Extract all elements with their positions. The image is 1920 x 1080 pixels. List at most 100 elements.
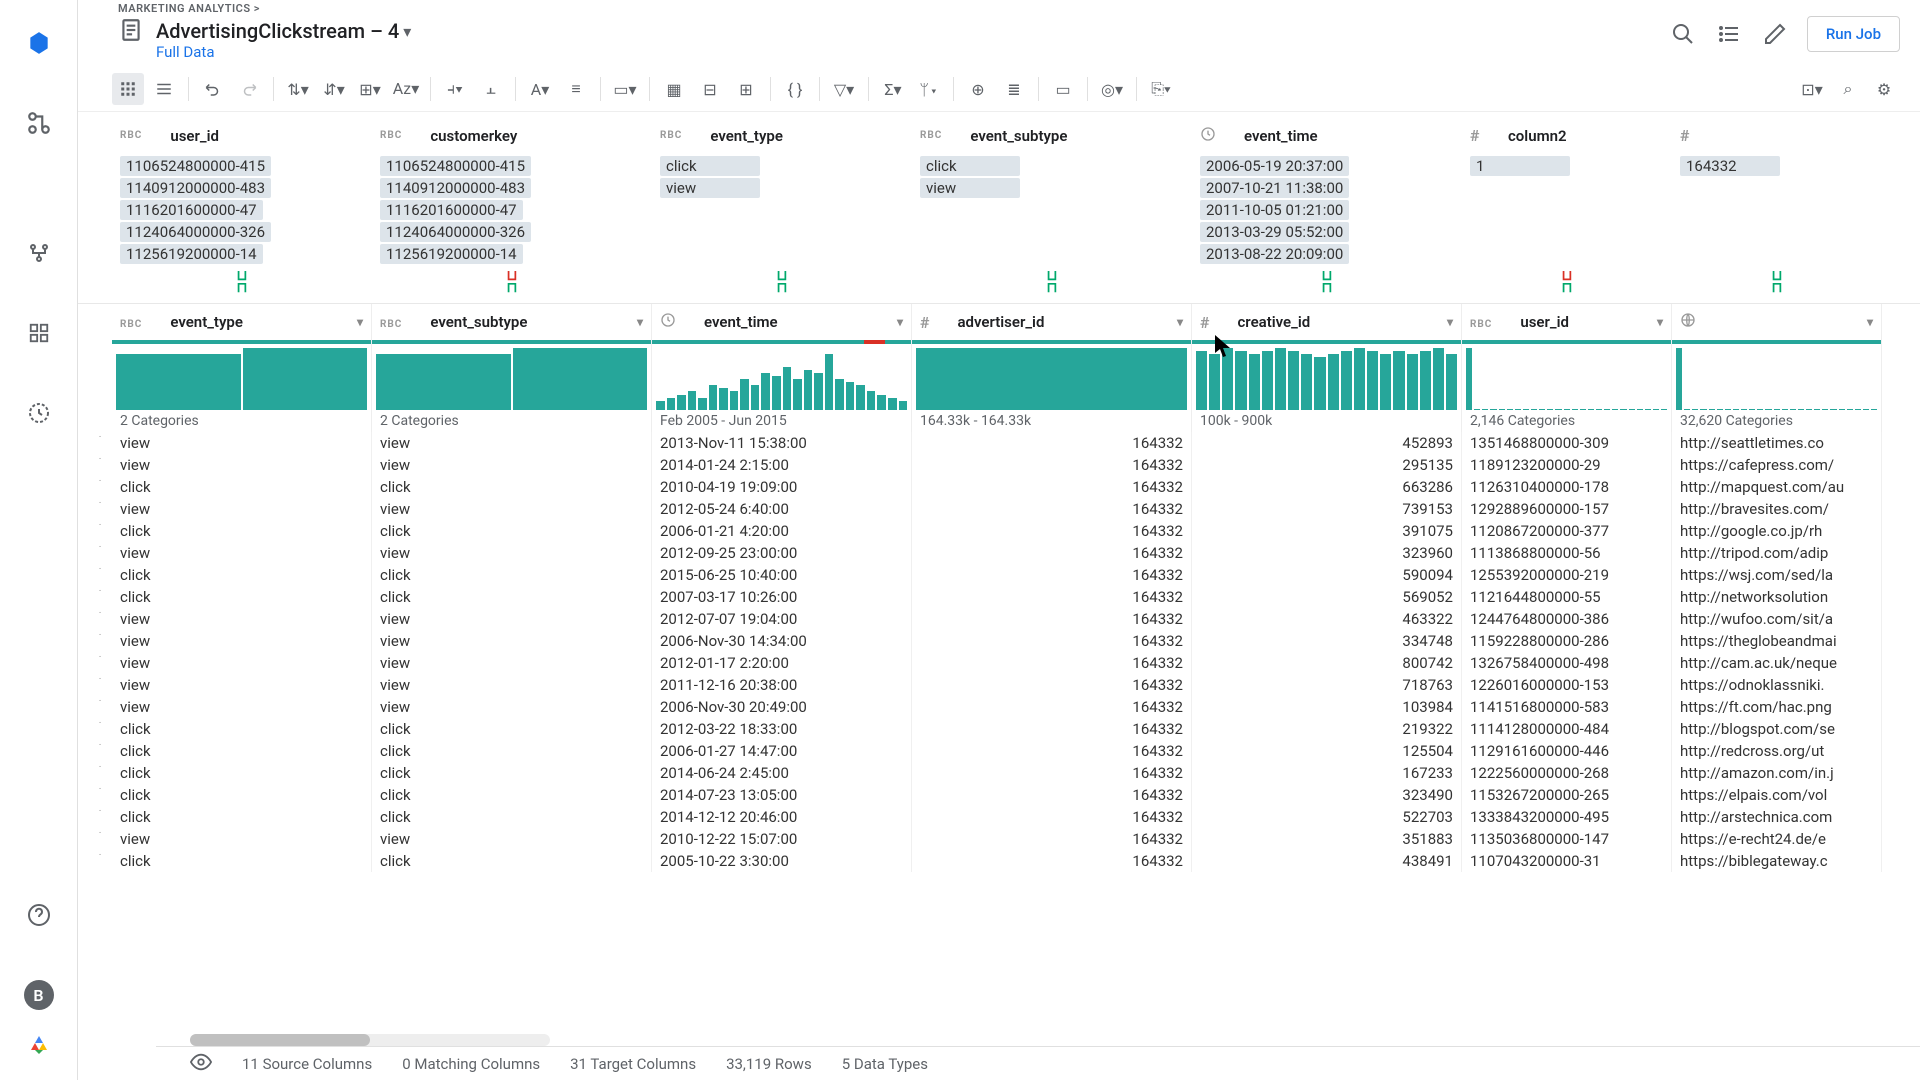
- branch-icon[interactable]: [24, 238, 54, 268]
- table-row[interactable]: ·viewview2012-05-24 6:40:001643327391531…: [112, 498, 1920, 520]
- table-cell: 2006-01-27 14:47:00: [652, 740, 912, 762]
- edit-icon[interactable]: [1761, 20, 1789, 48]
- table-row[interactable]: ·clickclick2005-10-22 3:30:0016433243849…: [112, 850, 1920, 872]
- table-row[interactable]: ·viewview2013-Nov-11 15:38:0016433245289…: [112, 432, 1920, 454]
- tool-sigma-icon[interactable]: Σ▾: [877, 73, 909, 105]
- table-cell: 164332: [912, 608, 1192, 630]
- data-column-header[interactable]: RBCevent_type▾: [112, 304, 372, 340]
- table-cell: 391075: [1192, 520, 1462, 542]
- help-icon[interactable]: [24, 900, 54, 930]
- top-column-header[interactable]: RBCcustomerkey: [372, 116, 652, 155]
- data-column-header[interactable]: #creative_id▾: [1192, 304, 1462, 340]
- user-avatar[interactable]: B: [24, 980, 54, 1010]
- tool-table2-icon[interactable]: ⊟: [694, 73, 726, 105]
- left-nav-rail: B: [0, 0, 78, 1080]
- table-row[interactable]: ·clickclick2014-07-23 13:05:001643323234…: [112, 784, 1920, 806]
- grid-view-icon[interactable]: [112, 73, 144, 105]
- table-row[interactable]: ·viewview2010-12-22 15:07:00164332351883…: [112, 828, 1920, 850]
- tool-search-icon[interactable]: ⌕: [1832, 73, 1864, 105]
- table-row[interactable]: ·clickclick2015-06-25 10:40:001643325900…: [112, 564, 1920, 586]
- search-icon[interactable]: [1669, 20, 1697, 48]
- table-cell: view: [112, 630, 372, 652]
- data-column-header[interactable]: #advertiser_id▾: [912, 304, 1192, 340]
- redo-icon[interactable]: [233, 73, 265, 105]
- target-columns-label: 31 Target Columns: [570, 1055, 696, 1073]
- data-column-header[interactable]: RBCuser_id▾: [1462, 304, 1672, 340]
- tool-table3-icon[interactable]: ⊞: [730, 73, 762, 105]
- table-row[interactable]: ·viewview2012-07-07 19:04:00164332463322…: [112, 608, 1920, 630]
- tool-bars-icon[interactable]: ≣: [998, 73, 1030, 105]
- table-row[interactable]: ·viewview2006-Nov-30 14:34:0016433233474…: [112, 630, 1920, 652]
- flow-icon[interactable]: [24, 108, 54, 138]
- data-column-header[interactable]: event_time▾: [652, 304, 912, 340]
- histogram-cell[interactable]: [652, 340, 912, 410]
- table-row[interactable]: ·clickclick2010-04-19 19:09:001643326632…: [112, 476, 1920, 498]
- history-icon[interactable]: [24, 398, 54, 428]
- tool-target-icon[interactable]: ◎▾: [1096, 73, 1128, 105]
- table-row[interactable]: ·viewview2011-12-16 20:38:00164332718763…: [112, 674, 1920, 696]
- list-view-icon[interactable]: [148, 73, 180, 105]
- tool-settings-icon[interactable]: ⚙: [1868, 73, 1900, 105]
- histogram-cell[interactable]: [1672, 340, 1882, 410]
- tool-table-icon[interactable]: ▦: [658, 73, 690, 105]
- hex-icon[interactable]: [24, 28, 54, 58]
- table-row[interactable]: ·clickclick2006-01-21 4:20:0016433239107…: [112, 520, 1920, 542]
- row-dot: ·: [90, 498, 110, 509]
- histogram-cell[interactable]: [912, 340, 1192, 410]
- table-cell: view: [372, 828, 652, 850]
- tool-sort-icon[interactable]: ⇅▾: [282, 73, 314, 105]
- tool-link-icon[interactable]: ⊕: [962, 73, 994, 105]
- tool-az-icon[interactable]: Aᴢ▾: [390, 73, 422, 105]
- data-column-header[interactable]: RBCevent_subtype▾: [372, 304, 652, 340]
- table-row[interactable]: ·clickclick2007-03-17 10:26:001643325690…: [112, 586, 1920, 608]
- top-column-header[interactable]: RBCuser_id: [112, 116, 372, 155]
- tool-filter-icon[interactable]: ▽▾: [828, 73, 860, 105]
- tool-comment-icon[interactable]: ▭: [1047, 73, 1079, 105]
- chevron-down-icon[interactable]: ▾: [403, 22, 411, 41]
- tool-sort2-icon[interactable]: ⇵▾: [318, 73, 350, 105]
- top-column-header[interactable]: #column2: [1462, 116, 1672, 155]
- run-job-button[interactable]: Run Job: [1807, 16, 1900, 52]
- eye-icon[interactable]: [190, 1051, 212, 1077]
- tool-align-icon[interactable]: ≡: [560, 73, 592, 105]
- list-icon[interactable]: [1715, 20, 1743, 48]
- table-row[interactable]: ·viewview2012-09-25 23:00:00164332323960…: [112, 542, 1920, 564]
- table-cell: 164332: [912, 498, 1192, 520]
- tool-copy-icon[interactable]: ⎘▾: [1145, 73, 1177, 105]
- undo-icon[interactable]: [197, 73, 229, 105]
- table-row[interactable]: ·clickclick2014-12-12 20:46:001643325227…: [112, 806, 1920, 828]
- table-row[interactable]: ·clickclick2006-01-27 14:47:001643321255…: [112, 740, 1920, 762]
- breadcrumb[interactable]: MARKETING ANALYTICS >: [118, 2, 411, 15]
- tool-braces-icon[interactable]: { }: [779, 73, 811, 105]
- tool-split-icon[interactable]: ⫞▾: [439, 73, 471, 105]
- tool-tree-icon[interactable]: ᛘ▾: [913, 73, 945, 105]
- horizontal-scrollbar[interactable]: [190, 1034, 550, 1046]
- table-row[interactable]: ·viewview2006-Nov-30 20:49:0016433210398…: [112, 696, 1920, 718]
- table-row[interactable]: ·viewview2012-01-17 2:20:001643328007421…: [112, 652, 1920, 674]
- histogram-cell[interactable]: [1462, 340, 1672, 410]
- top-column-header[interactable]: #: [1672, 116, 1882, 155]
- table-cell: view: [112, 674, 372, 696]
- apps-icon[interactable]: [24, 318, 54, 348]
- table-row[interactable]: ·clickclick2012-03-22 18:33:001643322193…: [112, 718, 1920, 740]
- tool-font-icon[interactable]: A▾: [524, 73, 556, 105]
- table-cell: 334748: [1192, 630, 1462, 652]
- histogram-cell[interactable]: [372, 340, 652, 410]
- histogram-cell[interactable]: [112, 340, 372, 410]
- tool-merge-icon[interactable]: ⫠: [475, 73, 507, 105]
- subtitle-link[interactable]: Full Data: [156, 43, 411, 61]
- data-column-header[interactable]: ▾: [1672, 304, 1882, 340]
- top-column-header[interactable]: event_time: [1192, 116, 1462, 155]
- table-row[interactable]: ·viewview2014-01-24 2:15:001643322951351…: [112, 454, 1920, 476]
- tool-rect-icon[interactable]: ▭▾: [609, 73, 641, 105]
- table-cell: 1244764800000-386: [1462, 608, 1672, 630]
- row-dot: ·: [90, 454, 110, 465]
- histogram-cell[interactable]: [1192, 340, 1462, 410]
- cloud-icon[interactable]: [24, 1030, 54, 1060]
- top-column-header[interactable]: RBCevent_subtype: [912, 116, 1192, 155]
- table-cell: 1326758400000-498: [1462, 652, 1672, 674]
- tool-dash-icon[interactable]: ⊡▾: [1796, 73, 1828, 105]
- tool-add-icon[interactable]: ⊞▾: [354, 73, 386, 105]
- table-row[interactable]: ·clickclick2014-06-24 2:45:0016433216723…: [112, 762, 1920, 784]
- top-column-header[interactable]: RBCevent_type: [652, 116, 912, 155]
